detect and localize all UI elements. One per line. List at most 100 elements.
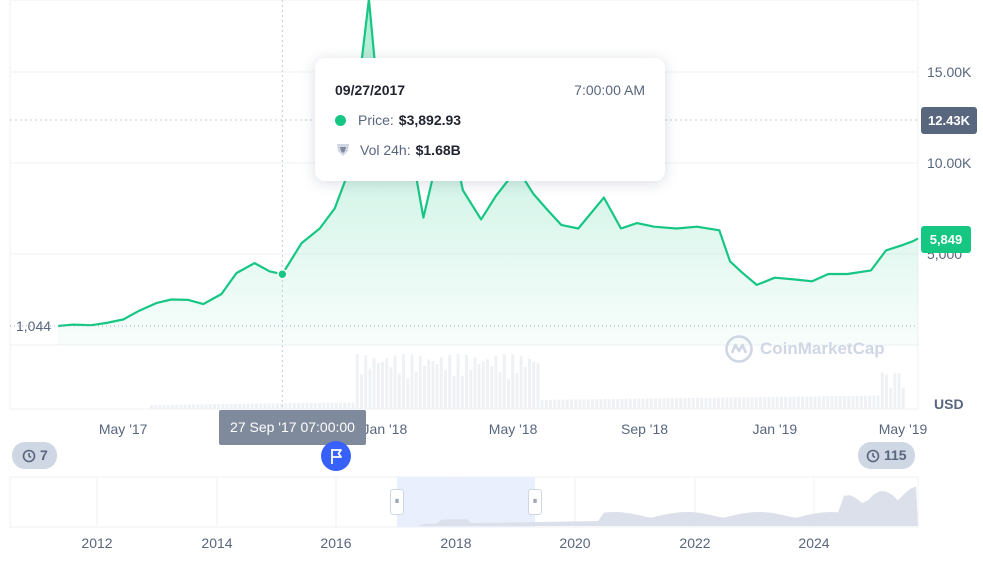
volume-bar [326,402,330,409]
tooltip-date: 09/27/2017 [335,82,406,98]
volume-bar [805,396,809,409]
volume-bar [796,396,800,409]
clock-icon [866,449,880,462]
volume-bar [208,404,212,409]
hover-point [277,268,288,280]
volume-bar [742,397,746,409]
navigator-right-handle[interactable]: ⏸ [528,489,542,515]
volume-bar [397,373,401,409]
volume-bar [780,396,783,409]
volume-bar [225,404,229,409]
tooltip-time: 7:00:00 AM [574,82,645,98]
volume-bar [343,402,347,409]
volume-bar [292,403,296,409]
navigator-tick-label: 2014 [201,535,232,551]
volume-bar [221,404,225,409]
volume-bar [738,397,741,409]
watermark-text: CoinMarketCap [760,339,885,358]
volume-bar [234,403,237,409]
volume-bar [402,354,405,409]
navigator-tick-label: 2016 [320,535,351,551]
volume-bar [301,403,305,409]
volume-bar [309,402,313,409]
volume-bar [536,363,540,409]
volume-bar [465,354,468,409]
volume-bar [473,357,477,409]
volume-bar [423,366,426,409]
x-tick-label: May '17 [99,421,148,437]
volume-bar [574,399,578,409]
x-tick-label: Jan '18 [363,421,408,437]
navigator-left-handle[interactable]: ⏸ [390,489,404,515]
volume-bar [721,397,725,409]
volume-bar [612,398,615,409]
flag-icon [331,449,342,464]
volume-bar [859,395,863,409]
tooltip-price-value: $3,892.93 [398,112,462,128]
volume-bar [267,403,271,409]
volume-bar [872,395,876,409]
volume-bar [813,396,817,409]
volume-bar [389,367,393,409]
volume-bar [696,397,699,409]
volume-bar [662,398,666,409]
volume-bar [150,405,153,409]
volume-bar [876,395,880,409]
volume-bar [456,354,460,409]
navigator-selection [397,477,535,527]
clock-button[interactable]: 115 [858,442,915,469]
volume-bar [486,359,489,409]
x-tick-label: Jan '19 [752,421,797,437]
volume-bar [217,404,221,409]
volume-bar [183,404,187,409]
volume-bar [771,396,775,409]
navigator-tick-label: 2020 [559,535,590,551]
volume-bar [355,354,359,409]
volume-bar [339,402,342,409]
volume-bar [507,378,510,409]
volume-bar [704,397,708,409]
volume-bar [624,398,628,409]
price-tooltip: 09/27/2017 7:00:00 AM Price: $3,892.93 V… [315,58,665,181]
volume-bar [637,398,641,409]
volume-bar [250,403,254,409]
event-flag-button[interactable] [321,441,351,471]
volume-bar [498,372,502,409]
volume-bar [540,399,544,409]
volume-bar [633,398,636,409]
volume-bar [196,404,200,409]
volume-bar [893,373,897,409]
coinmarketcap-logo-icon [725,335,753,363]
volume-bar [288,403,292,409]
navigator-axis-ticks: 2012 2014 2016 2018 2020 2022 2024 [81,535,829,551]
volume-bar [801,396,804,409]
volume-bar [582,399,586,409]
volume-bar [393,355,397,409]
y-tick-label: 10.00K [927,155,972,171]
volume-bar [381,361,384,409]
volume-bar [166,404,170,409]
volume-bar [276,403,279,409]
navigator-tick-label: 2022 [679,535,710,551]
volume-bar [406,378,410,409]
volume-bar [322,402,326,409]
price-dot-icon [335,114,346,126]
volume-bar [192,404,195,409]
volume-bar [868,395,872,409]
tooltip-price-label: Price: [358,112,394,128]
volume-bar [544,399,548,409]
volume-bar [297,403,300,409]
volume-bar [271,403,275,409]
volume-bar [376,363,380,409]
crosshair-price-badge: 12.43K [921,107,977,134]
history-button[interactable]: 7 [12,442,57,469]
volume-bar [759,397,762,409]
volume-bar [641,398,645,409]
volume-bar [364,355,368,409]
volume-bar [418,356,422,409]
volume-bar [515,372,519,409]
volume-bar [628,398,632,409]
volume-bar [889,387,893,409]
x-tick-label: Sep '18 [621,421,668,437]
volume-bar [511,354,515,409]
